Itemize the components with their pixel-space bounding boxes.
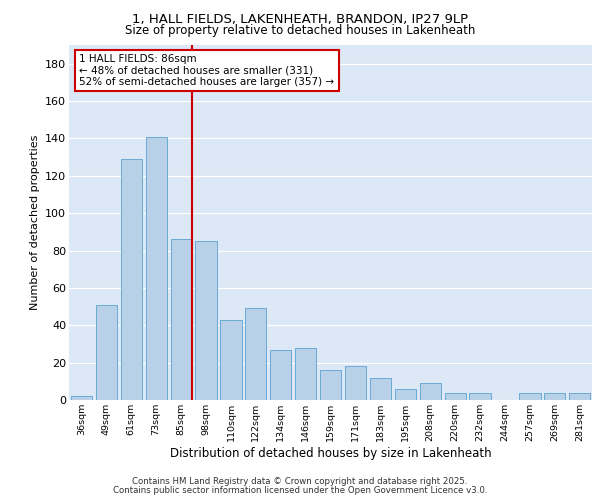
Y-axis label: Number of detached properties: Number of detached properties (29, 135, 40, 310)
Bar (295, 348, 316, 400)
Bar (146, 136, 167, 400)
Bar (170, 240, 192, 400)
X-axis label: Distribution of detached houses by size in Lakenheath: Distribution of detached houses by size … (170, 446, 491, 460)
Text: Contains public sector information licensed under the Open Government Licence v3: Contains public sector information licen… (113, 486, 487, 495)
Bar (270, 350, 292, 400)
Bar (544, 392, 565, 400)
Bar (320, 370, 341, 400)
Bar (520, 392, 541, 400)
Bar (121, 159, 142, 400)
Bar (220, 320, 242, 400)
Text: 1, HALL FIELDS, LAKENHEATH, BRANDON, IP27 9LP: 1, HALL FIELDS, LAKENHEATH, BRANDON, IP2… (132, 12, 468, 26)
Bar (469, 392, 491, 400)
Text: 1 HALL FIELDS: 86sqm
← 48% of detached houses are smaller (331)
52% of semi-deta: 1 HALL FIELDS: 86sqm ← 48% of detached h… (79, 54, 335, 87)
Bar (445, 392, 466, 400)
Bar (419, 383, 441, 400)
Bar (71, 396, 92, 400)
Bar (370, 378, 391, 400)
Bar (395, 389, 416, 400)
Bar (196, 241, 217, 400)
Text: Size of property relative to detached houses in Lakenheath: Size of property relative to detached ho… (125, 24, 475, 37)
Bar (96, 304, 117, 400)
Bar (569, 392, 590, 400)
Text: Contains HM Land Registry data © Crown copyright and database right 2025.: Contains HM Land Registry data © Crown c… (132, 477, 468, 486)
Bar (245, 308, 266, 400)
Bar (345, 366, 366, 400)
